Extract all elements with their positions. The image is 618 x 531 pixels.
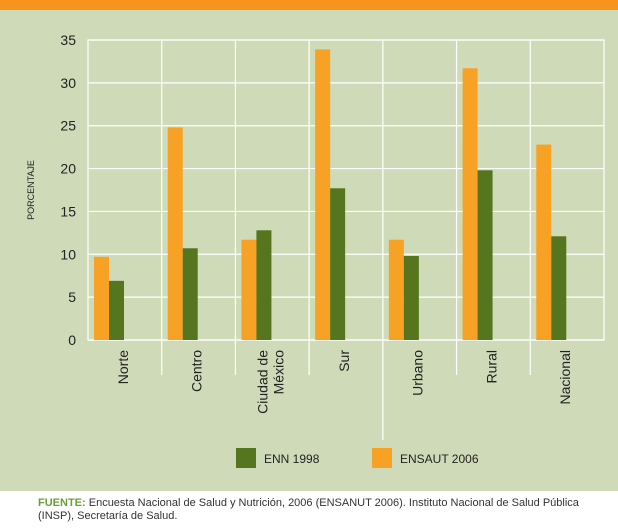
y-tick-label: 35 — [60, 32, 76, 48]
chart-panel: 0 5 10 15 20 25 30 35 PORCENTAJE Norte Centro Ciuda… — [0, 10, 618, 491]
y-tick-label: 15 — [60, 203, 76, 219]
plot-area — [88, 40, 604, 340]
bar-ensaut-2006 — [462, 68, 478, 341]
bar-enn-1998 — [551, 236, 567, 340]
x-tick-label: Norte — [115, 350, 131, 384]
source-note: FUENTE: Encuesta Nacional de Salud y Nut… — [38, 497, 608, 523]
bar-enn-1998 — [182, 248, 198, 340]
bar-enn-1998 — [477, 170, 493, 340]
bar-enn-1998 — [109, 280, 124, 340]
y-tick-label: 20 — [60, 161, 76, 177]
x-tick-label-line: Rural — [483, 350, 499, 383]
bar-chart: 0 5 10 15 20 25 30 35 PORCENTAJE Norte Centro Ciuda… — [26, 32, 605, 468]
plot-border — [87, 39, 605, 341]
legend-label: ENSAUT 2006 — [400, 452, 479, 466]
bar-ensaut-2006 — [388, 239, 404, 340]
bar-enn-1998 — [330, 188, 346, 340]
bar-ensaut-2006 — [94, 256, 109, 340]
y-tick-label: 25 — [60, 118, 76, 134]
x-tick-label: Urbano — [410, 350, 426, 396]
y-tick-label: 5 — [68, 289, 76, 305]
legend-swatch — [236, 448, 256, 468]
x-tick-label-line: Urbano — [410, 350, 426, 396]
top-accent-band — [0, 0, 618, 10]
x-tick-label-line: Centro — [189, 350, 205, 392]
x-tick-label: Sur — [336, 350, 352, 372]
x-tick-label: Rural — [483, 350, 499, 383]
bar-ensaut-2006 — [167, 127, 183, 340]
x-tick-label: Centro — [189, 350, 205, 392]
y-axis-label: PORCENTAJE — [26, 160, 36, 220]
y-tick-label: 10 — [60, 246, 76, 262]
bar-ensaut-2006 — [241, 239, 257, 340]
x-tick-label-line: Ciudad de — [254, 350, 270, 414]
x-tick-label: Ciudad deMéxico — [254, 350, 286, 414]
x-tick-label-line: Norte — [115, 350, 131, 384]
y-tick-label: 30 — [60, 75, 76, 91]
x-tick-label-line: Sur — [336, 350, 352, 372]
bar-enn-1998 — [256, 230, 272, 340]
bar-enn-1998 — [403, 256, 419, 340]
legend-label: ENN 1998 — [264, 452, 320, 466]
x-tick-label-line: México — [270, 350, 286, 395]
x-tick-label: Nacional — [557, 350, 573, 404]
bar-ensaut-2006 — [315, 49, 331, 341]
source-label: FUENTE: — [38, 497, 86, 509]
source-text: Encuesta Nacional de Salud y Nutrición, … — [38, 497, 579, 522]
x-tick-label-line: Nacional — [557, 350, 573, 404]
y-tick-label: 0 — [68, 332, 76, 348]
legend-swatch — [372, 448, 392, 468]
bar-ensaut-2006 — [536, 144, 552, 340]
